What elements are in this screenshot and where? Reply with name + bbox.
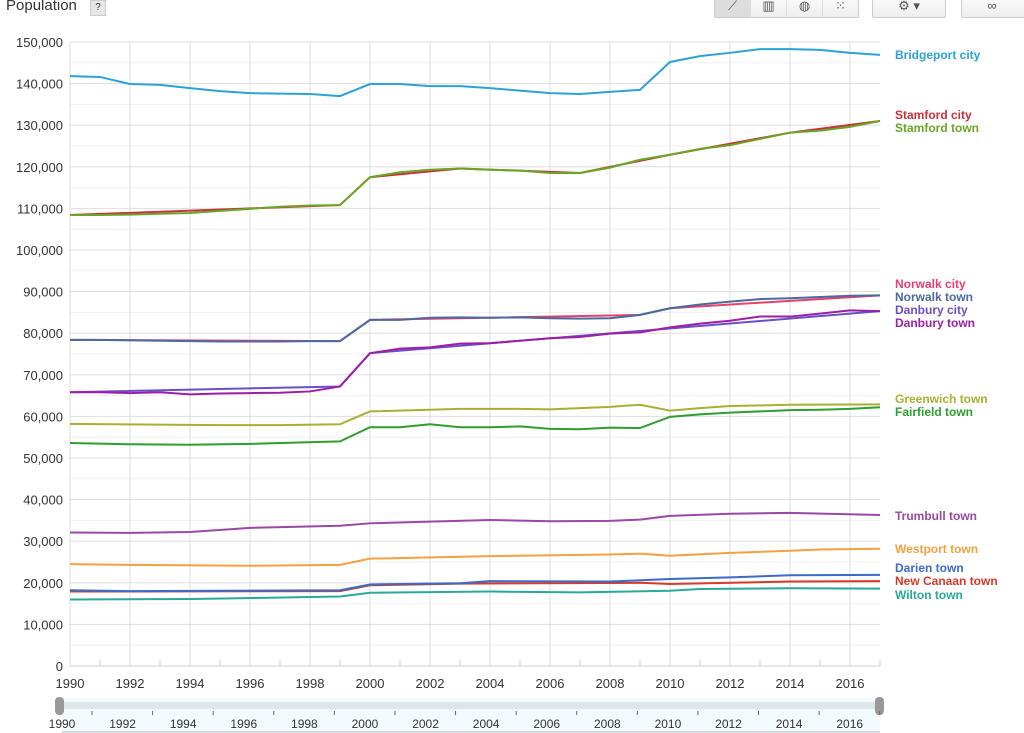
help-button[interactable]: ? [90, 0, 106, 16]
timeline-tick-label: 2006 [533, 717, 560, 731]
series-line [69, 406, 881, 446]
series-label: New Canaan town [895, 574, 998, 588]
series-line [69, 547, 881, 567]
settings-button[interactable]: ⚙ ▾ [872, 0, 946, 18]
x-tick-label: 1996 [236, 676, 265, 691]
series-label: Danbury city [895, 303, 968, 317]
series-label: Darien town [895, 561, 964, 575]
series-line [69, 587, 881, 601]
series-line [69, 573, 881, 593]
timeline-tick-label: 2016 [836, 717, 863, 731]
link-icon[interactable]: ∞ [987, 0, 997, 13]
y-tick-label: 130,000 [16, 118, 63, 133]
series-label: Bridgeport city [895, 48, 981, 62]
y-tick-label: 100,000 [16, 243, 63, 258]
y-tick-label: 110,000 [17, 201, 63, 216]
timeline-tick-label: 1996 [230, 717, 257, 731]
series-line [69, 403, 881, 427]
y-tick-label: 70,000 [23, 368, 63, 383]
x-tick-label: 1992 [116, 676, 145, 691]
link-button[interactable]: ∞ [961, 0, 1024, 18]
y-tick-label: 40,000 [23, 493, 63, 508]
x-tick-label: 1994 [176, 676, 205, 691]
timeline-tick-label: 2002 [412, 717, 439, 731]
series-line [70, 120, 881, 217]
timeline-end-handle[interactable] [875, 697, 884, 715]
series-label: Wilton town [895, 588, 963, 602]
x-tick-label: 2004 [476, 676, 505, 691]
timeline-tick-label: 1990 [49, 717, 76, 731]
timeline-tick-label: 1998 [291, 717, 318, 731]
x-tick-label: 2008 [596, 676, 625, 691]
map-globe-icon[interactable]: ◍ [787, 0, 823, 17]
y-tick-label: 60,000 [23, 409, 63, 424]
series-label: Greenwich town [895, 392, 988, 406]
series-line [69, 580, 881, 593]
timeline-tick-label: 2008 [594, 717, 621, 731]
gear-icon[interactable]: ⚙ ▾ [898, 0, 920, 13]
series-line [70, 294, 881, 343]
series-line [69, 48, 881, 98]
timeline-tick-label: 2014 [776, 717, 803, 731]
series-label: Danbury town [895, 316, 975, 330]
series-label: Fairfield town [895, 405, 973, 419]
timeline-tick-label: 1992 [109, 717, 136, 731]
x-tick-label: 2014 [776, 676, 805, 691]
series-line [69, 120, 881, 217]
timeline-track [62, 702, 880, 709]
y-tick-label: 20,000 [23, 576, 63, 591]
timeline-tick-label: 2012 [715, 717, 742, 731]
y-tick-label: 0 [56, 659, 63, 674]
series-label: Norwalk town [895, 290, 973, 304]
y-tick-label: 140,000 [16, 77, 63, 92]
x-tick-label: 2016 [836, 676, 865, 691]
y-tick-label: 80,000 [23, 326, 63, 341]
x-tick-label: 2010 [656, 676, 685, 691]
y-tick-label: 120,000 [16, 160, 63, 175]
x-tick-label: 2002 [416, 676, 445, 691]
series-label: Trumbull town [895, 509, 977, 523]
y-tick-label: 50,000 [23, 451, 63, 466]
x-tick-label: 1998 [296, 676, 325, 691]
series-label: Norwalk city [895, 277, 966, 291]
timeline-tick-label: 2010 [655, 717, 682, 731]
timeline-tick-label: 2004 [473, 717, 500, 731]
bar-chart-icon[interactable]: ▥ [751, 0, 787, 17]
series-line [69, 511, 881, 534]
y-tick-label: 150,000 [16, 35, 63, 50]
series-label: Stamford town [895, 121, 979, 135]
chart-type-toolbar: ⟋ ▥ ◍ ⁙ [714, 0, 859, 18]
x-tick-label: 1990 [56, 676, 85, 691]
chart-title: Population [6, 0, 77, 14]
series-line [69, 294, 881, 343]
y-tick-label: 10,000 [23, 617, 63, 632]
series-line [69, 310, 881, 394]
line-chart-icon[interactable]: ⟋ [715, 0, 751, 17]
timeline-tick-label: 1994 [170, 717, 197, 731]
x-tick-label: 2006 [536, 676, 565, 691]
x-tick-label: 2000 [356, 676, 385, 691]
y-tick-label: 90,000 [23, 285, 63, 300]
x-tick-label: 2012 [716, 676, 745, 691]
timeline-range [62, 698, 880, 733]
scatter-chart-icon[interactable]: ⁙ [835, 0, 846, 13]
series-label: Westport town [895, 542, 978, 556]
y-tick-label: 30,000 [23, 534, 63, 549]
series-label: Stamford city [895, 108, 972, 122]
timeline-tick-label: 2000 [352, 717, 379, 731]
series-line [70, 309, 881, 396]
timeline-start-handle[interactable] [55, 697, 64, 715]
